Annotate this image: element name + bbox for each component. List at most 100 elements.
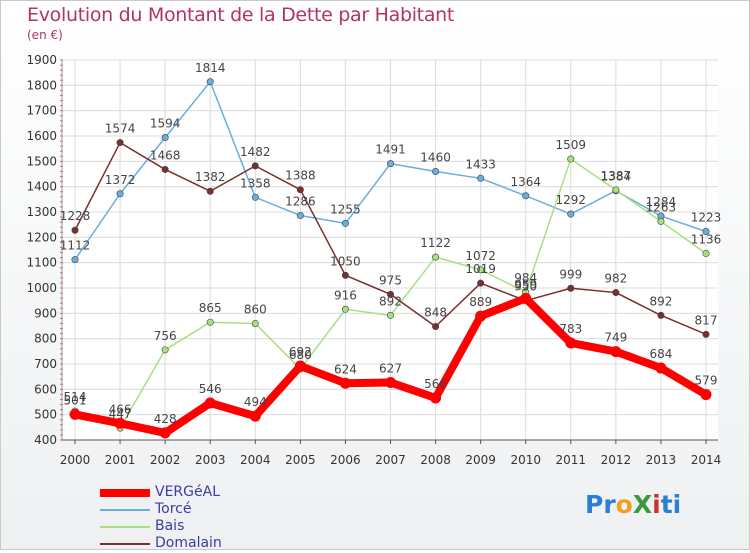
data-point: [116, 139, 124, 147]
data-label: 1482: [240, 145, 271, 159]
data-point: [702, 228, 710, 236]
data-point: [251, 162, 259, 170]
data-label: 860: [244, 302, 267, 316]
y-tick-label: 1900: [26, 53, 57, 67]
data-label: 1255: [330, 202, 361, 216]
y-tick-label: 1200: [26, 230, 57, 244]
data-label: 684: [649, 347, 672, 361]
data-point: [702, 250, 710, 258]
data-point: [520, 292, 532, 304]
data-point: [159, 427, 171, 439]
y-tick-label: 900: [34, 306, 57, 320]
data-point: [702, 330, 710, 338]
data-point: [655, 362, 667, 374]
data-point: [161, 165, 169, 173]
data-point: [475, 310, 487, 322]
data-label: 1460: [420, 150, 451, 164]
logo-letter: i: [652, 490, 661, 519]
x-tick-label: 2008: [420, 453, 451, 467]
chart-subtitle: (en €): [27, 28, 63, 42]
data-label: 624: [334, 362, 357, 376]
data-label: 756: [154, 329, 177, 343]
data-point: [610, 346, 622, 358]
data-point: [612, 289, 620, 297]
data-point: [567, 155, 575, 163]
data-label: 680: [289, 348, 312, 362]
y-tick-label: 800: [34, 332, 57, 346]
logo-letter: r: [603, 490, 616, 519]
data-point: [522, 192, 530, 200]
data-label: 428: [154, 412, 177, 426]
data-label: 1112: [60, 239, 91, 253]
y-tick-label: 700: [34, 357, 57, 371]
data-point: [657, 217, 665, 225]
data-point: [251, 319, 259, 327]
data-point: [565, 337, 577, 349]
data-point: [206, 318, 214, 326]
y-tick-label: 600: [34, 382, 57, 396]
data-label: 546: [199, 382, 222, 396]
data-label: 1019: [465, 262, 496, 276]
chart-title: Evolution du Montant de la Dette par Hab…: [27, 4, 455, 26]
proxiti-logo: ProXiti: [585, 490, 681, 519]
data-point: [567, 284, 575, 292]
data-point: [700, 389, 712, 401]
data-point: [206, 187, 214, 195]
logo-letter: i: [672, 490, 682, 519]
data-label: 1364: [510, 175, 541, 189]
data-label: 950: [514, 280, 537, 294]
data-label: 1468: [150, 148, 181, 162]
data-label: 1382: [195, 170, 226, 184]
data-label: 579: [695, 374, 718, 388]
x-tick-label: 2003: [195, 453, 226, 467]
data-label: 514: [64, 390, 87, 404]
y-tick-label: 1700: [26, 104, 57, 118]
data-label: 1509: [556, 138, 587, 152]
axes: 400 500 600 700 800 900 1000 1100 1200 1300 1400 15…: [26, 53, 721, 467]
legend-label: Domalain: [155, 535, 222, 551]
data-point: [430, 392, 442, 404]
x-tick-label: 2004: [240, 453, 271, 467]
legend-swatch: [100, 489, 150, 497]
data-label: 501: [64, 393, 87, 407]
data-point: [161, 134, 169, 142]
legend-label: Bais: [155, 518, 185, 534]
data-point: [71, 226, 79, 234]
data-label: 817: [695, 313, 718, 327]
x-tick-label: 2002: [150, 453, 181, 467]
logo-letter: P: [585, 490, 604, 519]
data-label: 892: [649, 294, 672, 308]
data-label: 749: [604, 331, 627, 345]
x-tick-label: 2011: [556, 453, 587, 467]
data-point: [204, 397, 216, 409]
data-label: 892: [379, 294, 402, 308]
data-label: 916: [334, 288, 357, 302]
data-label: 1814: [195, 61, 226, 75]
legend-label: Torcé: [155, 501, 192, 517]
data-point: [386, 160, 394, 168]
logo-letter: t: [660, 490, 673, 519]
data-point: [249, 410, 261, 422]
data-label: 1574: [105, 122, 136, 136]
data-label: 494: [244, 395, 267, 409]
logo-letter: X: [632, 490, 653, 519]
y-tick-label: 1800: [26, 78, 57, 92]
legend-swatch: [100, 509, 150, 511]
data-label: 1372: [105, 173, 136, 187]
data-point: [296, 212, 304, 220]
x-tick-label: 2013: [646, 453, 677, 467]
data-labels: 501 466 428 546 494 692 624 627 566 889 959 783 749 6…: [60, 61, 722, 426]
legend-swatch: [100, 543, 150, 545]
x-tick-label: 2014: [691, 453, 722, 467]
data-point: [69, 408, 81, 420]
data-label: 999: [559, 267, 582, 281]
data-label: 1122: [420, 236, 451, 250]
data-label: 865: [199, 301, 222, 315]
data-label: 1491: [375, 143, 406, 157]
data-point: [567, 210, 575, 218]
data-point: [385, 376, 396, 388]
data-label: 1388: [285, 169, 316, 183]
data-label: 466: [109, 402, 132, 416]
data-point: [612, 186, 620, 194]
